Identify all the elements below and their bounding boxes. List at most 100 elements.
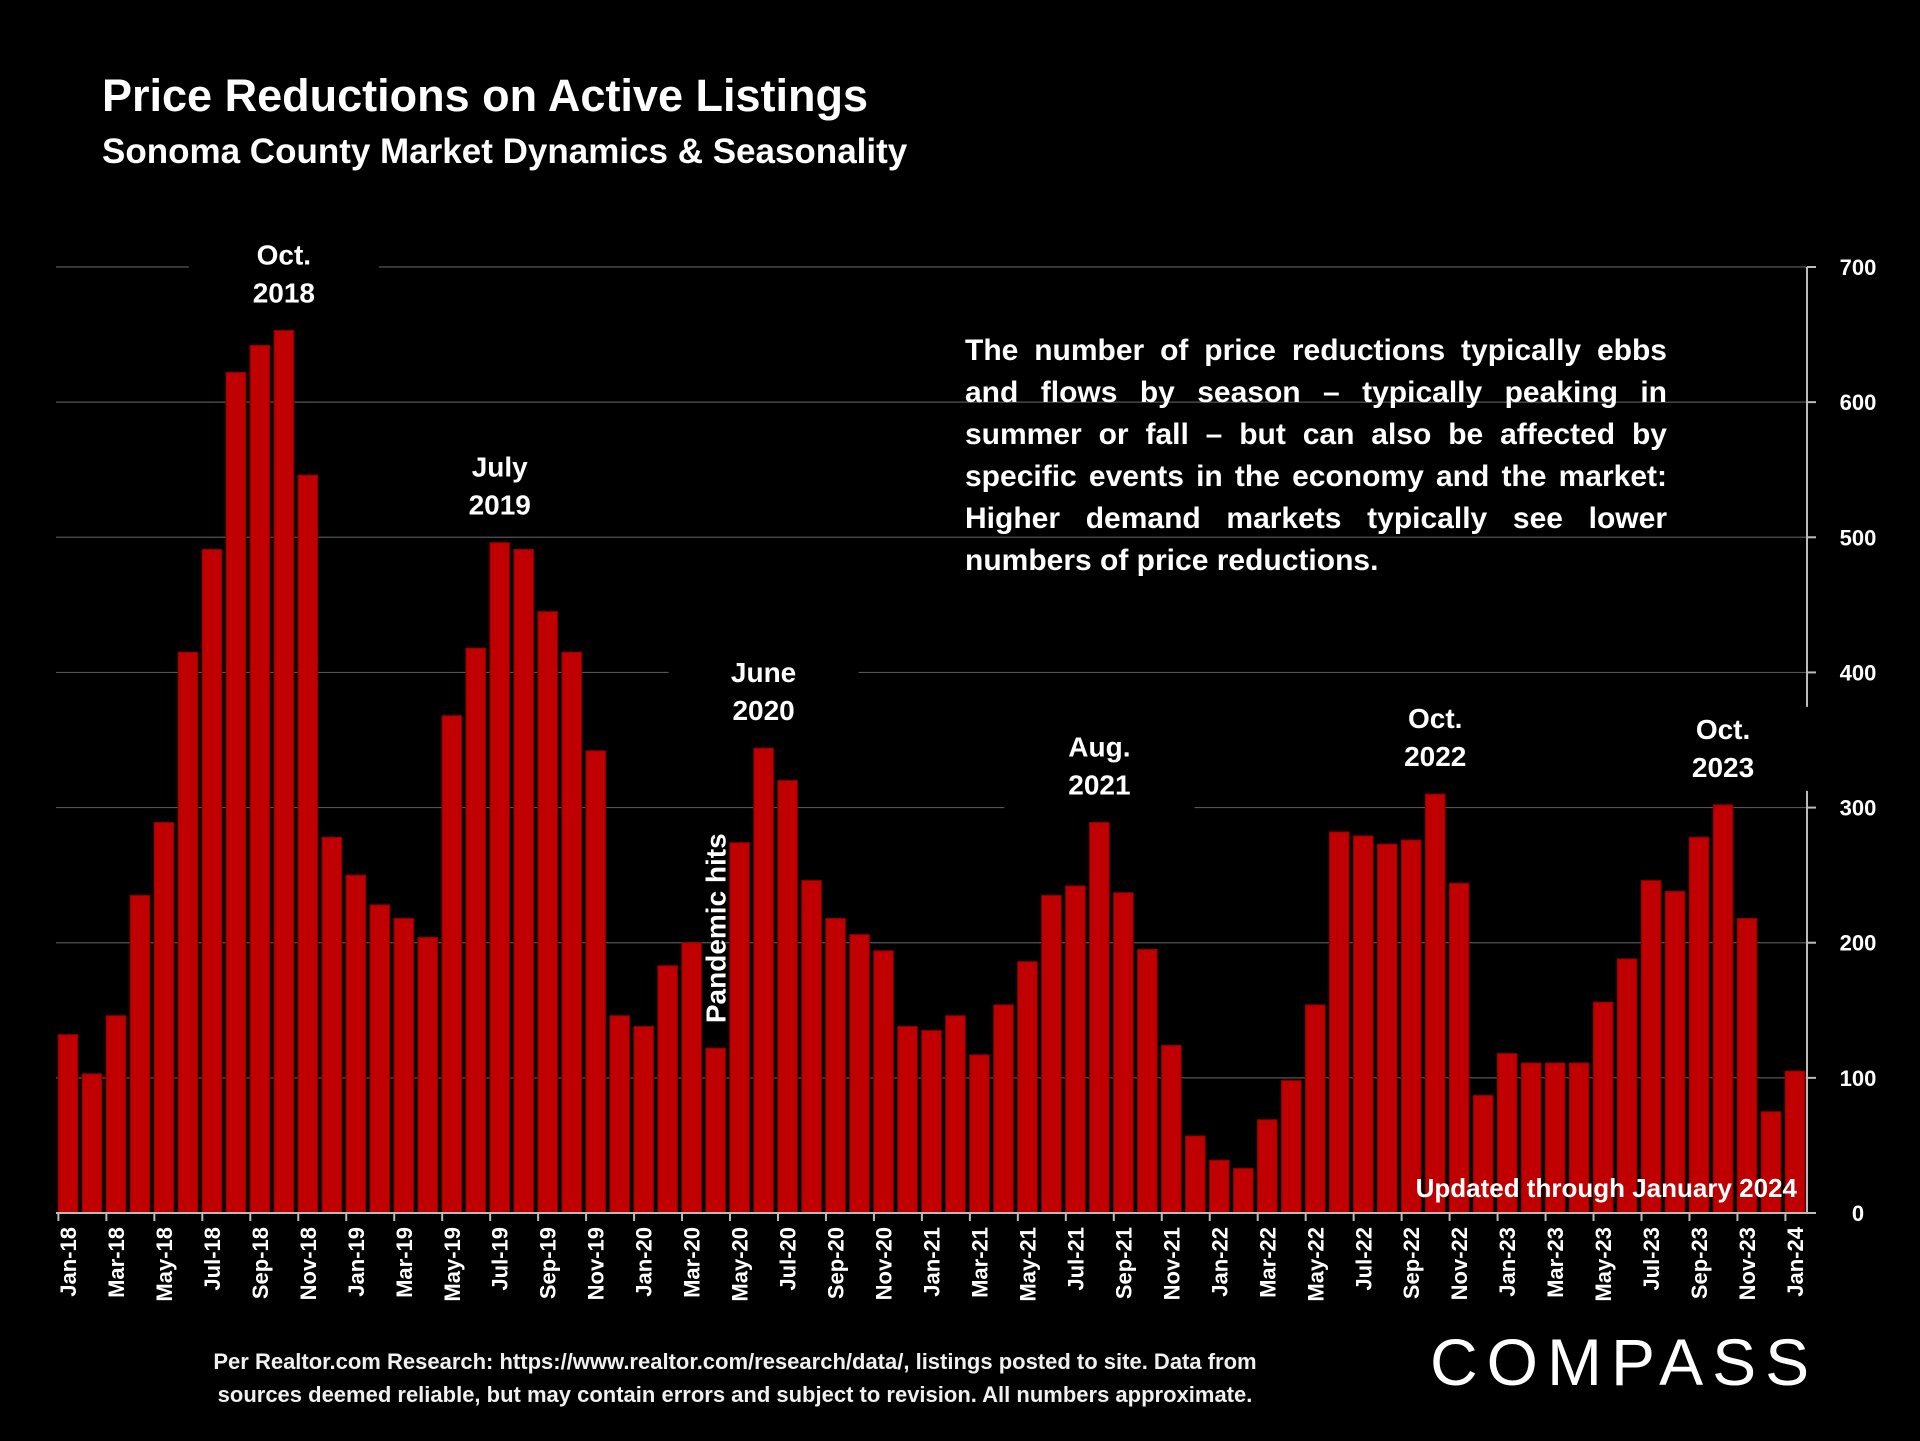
bar — [1065, 885, 1086, 1214]
y-tick-label: 700 — [1840, 255, 1877, 280]
bar — [1424, 793, 1446, 1214]
bar — [57, 1034, 79, 1214]
x-tick-label: Mar-20 — [680, 1227, 705, 1298]
bar — [225, 371, 247, 1214]
bar — [393, 917, 415, 1214]
bar — [1712, 804, 1734, 1214]
bar — [1376, 843, 1398, 1214]
bar — [849, 934, 870, 1214]
bar — [657, 965, 678, 1214]
bar — [1736, 917, 1758, 1214]
x-tick-label: May-20 — [728, 1227, 753, 1302]
bar — [1256, 1119, 1278, 1214]
annotation-backdrop — [1004, 724, 1195, 809]
bar — [969, 1054, 990, 1214]
source-line-1: Per Realtor.com Research: https://www.re… — [213, 1349, 1257, 1374]
bar — [945, 1015, 966, 1214]
annotation-backdrop — [188, 232, 379, 317]
explanatory-note: The number of price reductions typically… — [965, 334, 1667, 577]
updated-label: Updated through January 2024 — [1416, 1173, 1798, 1203]
bar — [1448, 882, 1470, 1214]
chart-title: Price Reductions on Active Listings — [102, 70, 868, 121]
bar — [897, 1026, 918, 1214]
source-line-2: sources deemed reliable, but may contain… — [217, 1382, 1253, 1407]
bar — [1041, 894, 1062, 1214]
x-tick-label: Sep-23 — [1687, 1227, 1712, 1299]
bar — [177, 651, 199, 1214]
x-tick-label: May-21 — [1015, 1227, 1040, 1302]
bar — [513, 548, 535, 1214]
x-tick-label: Mar-22 — [1255, 1227, 1280, 1298]
bar — [417, 936, 439, 1214]
bar — [1304, 1004, 1326, 1214]
x-tick-label: Sep-18 — [248, 1227, 273, 1299]
annotation-label: Oct. — [1408, 703, 1462, 734]
bar — [1664, 890, 1686, 1214]
event-label: Pandemic hits — [701, 833, 732, 1023]
y-tick-label: 500 — [1840, 525, 1877, 550]
bar — [537, 611, 559, 1214]
annotation-backdrop — [1340, 696, 1531, 781]
y-tick-label: 400 — [1840, 660, 1877, 685]
chart-subtitle: Sonoma County Market Dynamics & Seasonal… — [102, 132, 908, 171]
x-tick-label: Sep-19 — [536, 1227, 561, 1299]
x-tick-label: Jan-24 — [1783, 1226, 1808, 1296]
x-tick-label: May-19 — [440, 1227, 465, 1302]
bar — [1352, 835, 1374, 1214]
bar — [441, 715, 463, 1214]
bar — [201, 548, 223, 1214]
bar — [489, 542, 511, 1214]
x-tick-label: Nov-22 — [1447, 1227, 1472, 1300]
x-tick-label: Jul-21 — [1063, 1227, 1088, 1291]
bar — [801, 880, 822, 1214]
x-tick-label: May-18 — [152, 1227, 177, 1302]
bar — [585, 750, 607, 1214]
x-tick-label: Mar-18 — [104, 1227, 129, 1298]
bar — [561, 651, 583, 1214]
bar — [681, 942, 702, 1214]
annotation-label: June — [731, 657, 796, 688]
bar — [321, 836, 343, 1214]
bar — [1113, 892, 1134, 1214]
x-tick-label: Jul-20 — [776, 1227, 801, 1291]
y-tick-label: 0 — [1852, 1201, 1864, 1226]
annotation-label: 2018 — [253, 278, 315, 309]
x-tick-label: Mar-21 — [967, 1227, 992, 1298]
annotation-label: Oct. — [257, 240, 311, 271]
annotation-label: July — [472, 452, 528, 483]
x-tick-label: Mar-19 — [392, 1227, 417, 1298]
bar — [273, 330, 295, 1214]
bar — [153, 821, 175, 1214]
bar — [1280, 1080, 1302, 1214]
bar — [993, 1004, 1014, 1214]
x-tick-label: Jul-19 — [488, 1227, 513, 1291]
bar — [753, 747, 774, 1214]
annotation-backdrop — [668, 650, 859, 735]
x-tick-label: Jan-21 — [920, 1227, 945, 1297]
annotation-label: 2022 — [1404, 741, 1466, 772]
bar — [369, 904, 391, 1214]
x-tick-label: Jan-20 — [632, 1227, 657, 1297]
annotation-backdrop — [1628, 706, 1819, 791]
bar — [921, 1030, 942, 1214]
bar — [345, 874, 367, 1214]
y-tick-label: 200 — [1840, 931, 1877, 956]
bar — [297, 474, 319, 1214]
x-tick-label: Sep-20 — [824, 1227, 849, 1299]
annotation-label: 2023 — [1692, 752, 1754, 783]
annotation-label: Oct. — [1696, 714, 1750, 745]
x-tick-label: Jul-22 — [1351, 1227, 1376, 1291]
bar — [777, 780, 798, 1214]
x-tick-label: Jan-22 — [1207, 1227, 1232, 1297]
bar — [633, 1026, 654, 1214]
bar — [1017, 961, 1038, 1214]
bar — [1232, 1167, 1254, 1214]
bar — [1640, 880, 1662, 1214]
x-tick-label: Jan-23 — [1495, 1227, 1520, 1297]
x-tick-label: Nov-21 — [1159, 1227, 1184, 1300]
x-tick-label: May-22 — [1303, 1227, 1328, 1302]
compass-logo: COMPASS — [1430, 1325, 1819, 1399]
x-tick-label: Sep-22 — [1399, 1227, 1424, 1299]
x-tick-label: Jul-18 — [200, 1227, 225, 1291]
